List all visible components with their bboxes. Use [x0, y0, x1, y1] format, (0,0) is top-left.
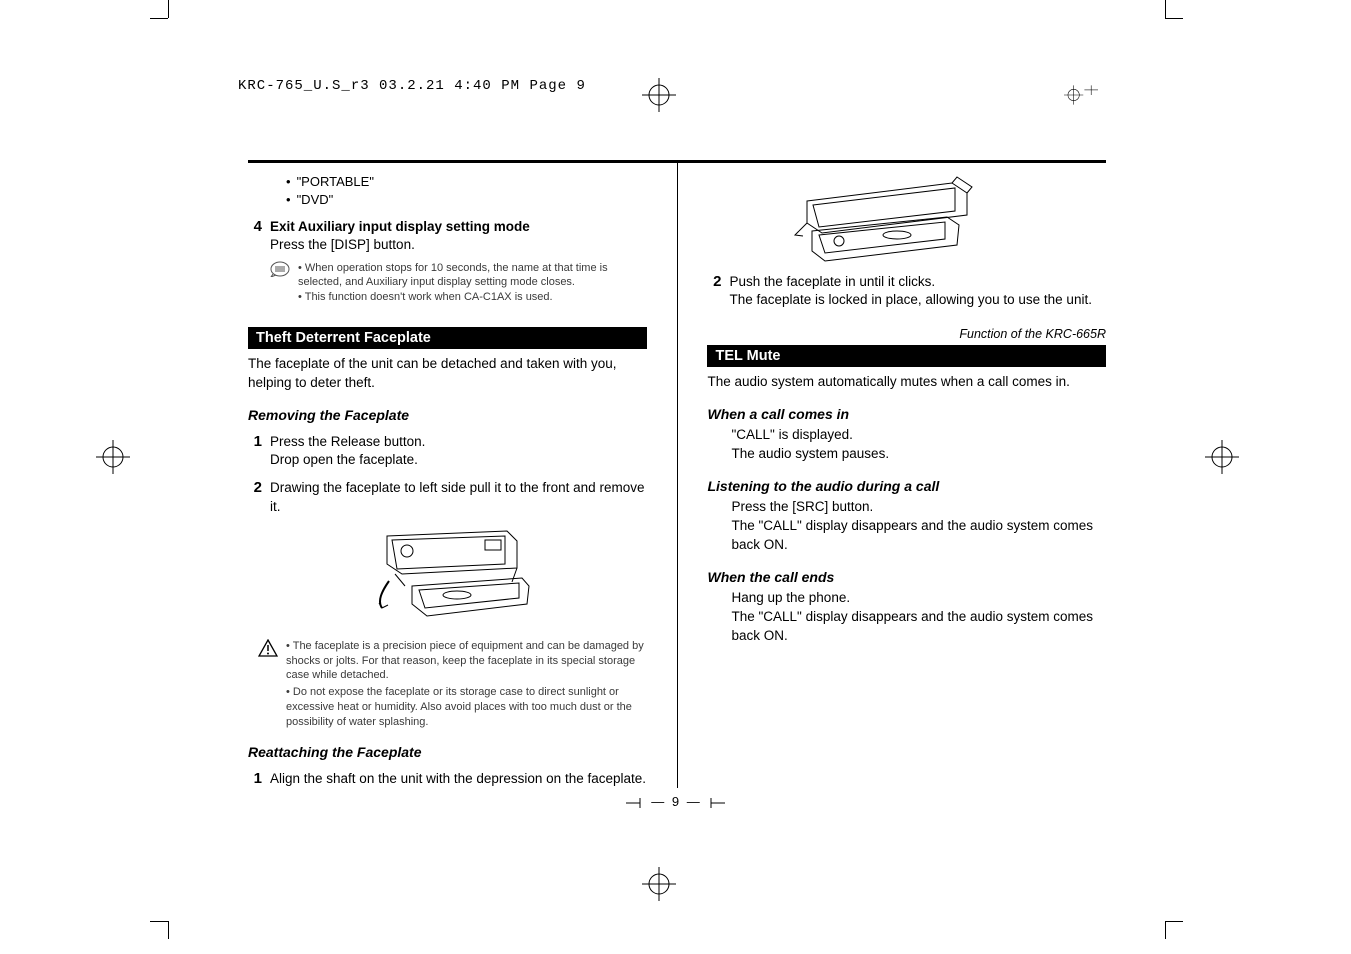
- bullet-icon: •: [286, 173, 291, 191]
- note-icon: [270, 261, 290, 277]
- note-bullet: •: [298, 262, 305, 274]
- step-number: 2: [248, 479, 262, 515]
- caution-bullet: •: [286, 640, 293, 652]
- function-of-note: Function of the KRC-665R: [707, 327, 1106, 341]
- registration-mark-bottom: [642, 867, 676, 901]
- listening-subhead: Listening to the audio during a call: [707, 478, 1106, 494]
- step-text-b: The faceplate is locked in place, allowi…: [729, 291, 1106, 309]
- caution-icon: [258, 639, 278, 657]
- step-number: 1: [248, 433, 262, 469]
- page-number-dash: —: [687, 794, 700, 809]
- step-2-remove: 2 Drawing the faceplate to left side pul…: [248, 479, 647, 515]
- registration-mark-left: [96, 440, 130, 474]
- ends-a: Hang up the phone.: [731, 589, 1106, 608]
- step-title: Exit Auxiliary input display setting mod…: [270, 218, 647, 236]
- ends-b: The "CALL" display disappears and the au…: [731, 608, 1106, 646]
- reattaching-subhead: Reattaching the Faceplate: [248, 744, 647, 760]
- step-4-exit-aux: 4 Exit Auxiliary input display setting m…: [248, 218, 647, 254]
- registration-mark-top: [642, 78, 676, 112]
- bullet-text: "PORTABLE": [297, 173, 374, 191]
- step-text-a: Push the faceplate in until it clicks.: [729, 273, 1106, 291]
- step-1-remove: 1 Press the Release button. Drop open th…: [248, 433, 647, 469]
- faceplate-remove-illustration: [357, 526, 537, 631]
- caution-text: The faceplate is a precision piece of eq…: [286, 640, 644, 682]
- caution-text: Do not expose the faceplate or its stora…: [286, 686, 632, 728]
- bullet-portable: • "PORTABLE": [248, 173, 647, 191]
- right-column: 2 Push the faceplate in until it clicks.…: [707, 173, 1106, 788]
- caution-1: • The faceplate is a precision piece of …: [248, 639, 647, 684]
- theft-deterrent-heading: Theft Deterrent Faceplate: [248, 327, 647, 349]
- page-content: • "PORTABLE" • "DVD" 4 Exit Auxiliary in…: [248, 160, 1106, 788]
- page-number-dash: —: [651, 794, 664, 809]
- registration-mark-right: [1205, 440, 1239, 474]
- step-number: 2: [707, 273, 721, 309]
- note-bullet: •: [298, 291, 305, 303]
- when-call-a: "CALL" is displayed.: [731, 426, 1106, 445]
- registration-mark-tr: [1064, 78, 1124, 112]
- page-number: 9: [672, 794, 679, 809]
- caution-2: • Do not expose the faceplate or its sto…: [248, 685, 647, 730]
- bullet-icon: •: [286, 191, 291, 209]
- note-text: When operation stops for 10 seconds, the…: [298, 262, 608, 289]
- theft-intro: The faceplate of the unit can be detache…: [248, 355, 647, 393]
- step-2-push: 2 Push the faceplate in until it clicks.…: [707, 273, 1106, 309]
- note-row-2: • This function doesn't work when CA-C1A…: [248, 290, 647, 305]
- step-text-a: Press the Release button.: [270, 433, 647, 451]
- ends-subhead: When the call ends: [707, 569, 1106, 585]
- faceplate-reattach-illustration: [767, 173, 987, 263]
- listening-b: The "CALL" display disappears and the au…: [731, 517, 1106, 555]
- step-text-b: Drop open the faceplate.: [270, 451, 647, 469]
- tel-mute-heading: TEL Mute: [707, 345, 1106, 367]
- tel-intro: The audio system automatically mutes whe…: [707, 373, 1106, 392]
- header-print-info: KRC-765_U.S_r3 03.2.21 4:40 PM Page 9: [238, 78, 586, 94]
- when-call-subhead: When a call comes in: [707, 406, 1106, 422]
- step-body-text: Press the [DISP] button.: [270, 236, 647, 254]
- page-tick-right: [707, 798, 725, 808]
- page-number-row: — 9 —: [0, 794, 1351, 809]
- step-number: 1: [248, 770, 262, 788]
- step-text: Align the shaft on the unit with the dep…: [270, 770, 647, 788]
- removing-faceplate-subhead: Removing the Faceplate: [248, 407, 647, 423]
- listening-a: Press the [SRC] button.: [731, 498, 1106, 517]
- step-number: 4: [248, 218, 262, 254]
- bullet-text: "DVD": [297, 191, 334, 209]
- step-1-reattach: 1 Align the shaft on the unit with the d…: [248, 770, 647, 788]
- caution-bullet: •: [286, 686, 293, 698]
- left-column: • "PORTABLE" • "DVD" 4 Exit Auxiliary in…: [248, 173, 647, 788]
- column-divider: [677, 163, 678, 788]
- note-text: This function doesn't work when CA-C1AX …: [305, 291, 553, 303]
- step-text: Drawing the faceplate to left side pull …: [270, 479, 647, 515]
- bullet-dvd: • "DVD": [248, 191, 647, 209]
- note-row-1: • When operation stops for 10 seconds, t…: [248, 261, 647, 291]
- when-call-b: The audio system pauses.: [731, 445, 1106, 464]
- page-tick-left: [626, 798, 644, 808]
